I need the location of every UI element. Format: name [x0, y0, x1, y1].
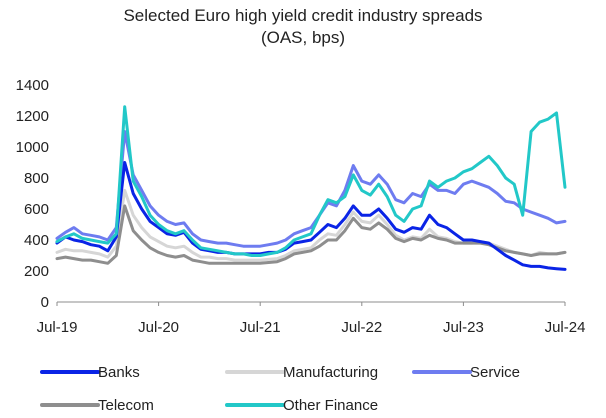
y-tick-label: 1200 [16, 108, 49, 125]
legend-label: Other Finance [283, 397, 378, 414]
y-tick-label: 0 [41, 294, 49, 311]
series-line-other-finance [55, 105, 567, 257]
legend-label: Telecom [98, 397, 154, 414]
y-tick-label: 1000 [16, 139, 49, 156]
x-tick-label: Jul-19 [37, 319, 78, 336]
y-tick-label: 800 [24, 170, 49, 187]
x-tick-label: Jul-21 [240, 319, 281, 336]
chart-legend: Banks Manufacturing Service Telecom Other Fi… [40, 364, 520, 414]
chart-subtitle: (OAS, bps) [260, 28, 346, 47]
x-tick-label: Jul-24 [545, 319, 586, 336]
y-tick-label: 1400 [16, 77, 49, 94]
legend-item: Banks [40, 364, 140, 381]
x-tick-label: Jul-23 [443, 319, 484, 336]
legend-label: Banks [98, 364, 140, 381]
legend-label: Service [470, 364, 520, 381]
series-line-banks [55, 161, 567, 271]
legend-item: Telecom [40, 397, 154, 414]
legend-item: Service [412, 364, 520, 381]
x-tick-label: Jul-20 [138, 319, 179, 336]
chart-title: Selected Euro high yield credit industry… [123, 6, 483, 25]
legend-item: Other Finance [225, 397, 378, 414]
y-tick-label: 200 [24, 263, 49, 280]
series-line-service [55, 130, 567, 248]
chart-axes: 0 200 400 600 800 1000 1200 1400 Jul-19 Jul-20 Jul… [16, 77, 586, 336]
y-tick-label: 400 [24, 232, 49, 249]
chart-lines [55, 105, 567, 271]
y-tick-label: 600 [24, 201, 49, 218]
legend-item: Manufacturing [225, 364, 378, 381]
legend-label: Manufacturing [283, 364, 378, 381]
x-tick-label: Jul-22 [341, 319, 382, 336]
